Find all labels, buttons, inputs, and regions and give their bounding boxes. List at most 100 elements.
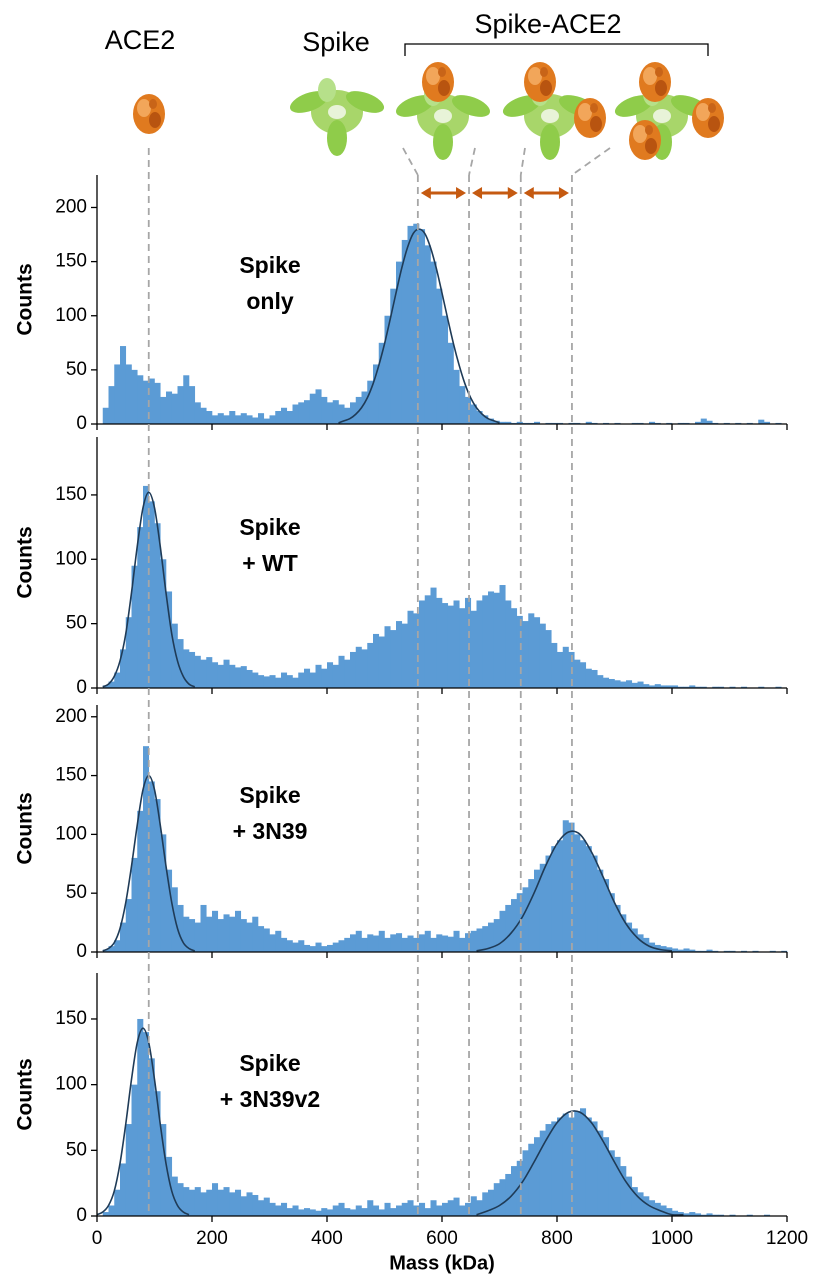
- bar: [378, 342, 385, 424]
- bar: [217, 413, 224, 424]
- bar: [143, 380, 150, 424]
- bar: [677, 949, 684, 952]
- bar: [654, 684, 661, 688]
- y-tick-label: 150: [55, 1008, 87, 1029]
- bar: [603, 677, 610, 688]
- bar: [591, 855, 598, 952]
- bar: [758, 419, 765, 424]
- bar: [281, 1202, 288, 1216]
- bar: [206, 411, 213, 424]
- bar: [729, 1214, 736, 1216]
- bar: [700, 1214, 707, 1216]
- bar: [143, 485, 150, 688]
- bar: [522, 621, 529, 688]
- fit-curve: [476, 830, 673, 952]
- bar: [361, 1208, 368, 1216]
- x-tick-label: 200: [196, 1228, 228, 1249]
- bar: [591, 1121, 598, 1216]
- bar: [235, 667, 242, 688]
- bar: [298, 940, 305, 952]
- bar: [114, 940, 121, 952]
- bar: [465, 597, 472, 688]
- bar: [269, 1202, 276, 1216]
- bar: [672, 685, 679, 688]
- bar: [252, 916, 259, 952]
- bar: [361, 937, 368, 952]
- bar: [327, 1209, 334, 1216]
- bar: [223, 415, 230, 424]
- bar: [108, 386, 115, 424]
- bar: [344, 1208, 351, 1216]
- bar: [332, 942, 339, 952]
- bar: [223, 914, 230, 952]
- bar: [338, 655, 345, 688]
- bar: [143, 746, 150, 952]
- bar: [407, 935, 414, 952]
- y-axis-title: Counts: [14, 792, 37, 864]
- panel-label: Spike: [239, 252, 300, 278]
- bar: [246, 669, 253, 688]
- bar: [252, 417, 259, 424]
- bar: [499, 585, 506, 688]
- bar: [706, 949, 713, 952]
- bar: [275, 411, 282, 424]
- bar: [252, 672, 259, 688]
- bar: [453, 369, 460, 424]
- bar: [373, 633, 380, 688]
- bar: [562, 820, 569, 952]
- bar: [344, 659, 351, 688]
- bar: [672, 948, 679, 952]
- fit-curve: [96, 1027, 190, 1216]
- bar: [476, 928, 483, 952]
- bar: [631, 682, 638, 688]
- bar: [321, 946, 328, 952]
- bar: [689, 1212, 696, 1216]
- bar: [706, 420, 713, 424]
- bar: [315, 664, 322, 688]
- bar: [419, 600, 426, 688]
- bar: [120, 649, 127, 688]
- bar: [114, 672, 121, 688]
- bar: [304, 668, 311, 688]
- bar: [246, 1192, 253, 1216]
- bar: [482, 1192, 489, 1216]
- bar: [764, 421, 771, 424]
- bar: [637, 934, 644, 952]
- bar: [493, 919, 500, 952]
- bar: [263, 418, 270, 424]
- bar: [137, 527, 144, 688]
- bar: [442, 315, 449, 424]
- bar: [304, 944, 311, 952]
- bar: [413, 613, 420, 688]
- bar: [114, 364, 121, 424]
- bar: [102, 407, 109, 424]
- bar: [574, 834, 581, 952]
- bar: [424, 1208, 431, 1216]
- bar: [626, 1176, 633, 1216]
- bar: [430, 587, 437, 688]
- bar: [286, 411, 293, 424]
- x-tick-label: 600: [426, 1228, 458, 1249]
- bar: [367, 934, 374, 952]
- bar: [683, 948, 690, 952]
- bar: [166, 591, 173, 688]
- bar: [493, 1183, 500, 1216]
- bar: [223, 1187, 230, 1216]
- y-tick-label: 100: [55, 823, 87, 844]
- bar: [384, 1202, 391, 1216]
- bar: [275, 677, 282, 688]
- bar: [286, 1208, 293, 1216]
- bar: [695, 421, 702, 424]
- bar: [298, 1209, 305, 1216]
- bar: [436, 288, 443, 424]
- bar: [407, 1200, 414, 1216]
- bar: [499, 910, 506, 952]
- bar: [223, 659, 230, 688]
- bar: [626, 922, 633, 952]
- bar: [367, 1200, 374, 1216]
- bar: [212, 910, 219, 952]
- bar: [125, 1124, 132, 1216]
- bar: [442, 935, 449, 952]
- bar: [511, 608, 518, 688]
